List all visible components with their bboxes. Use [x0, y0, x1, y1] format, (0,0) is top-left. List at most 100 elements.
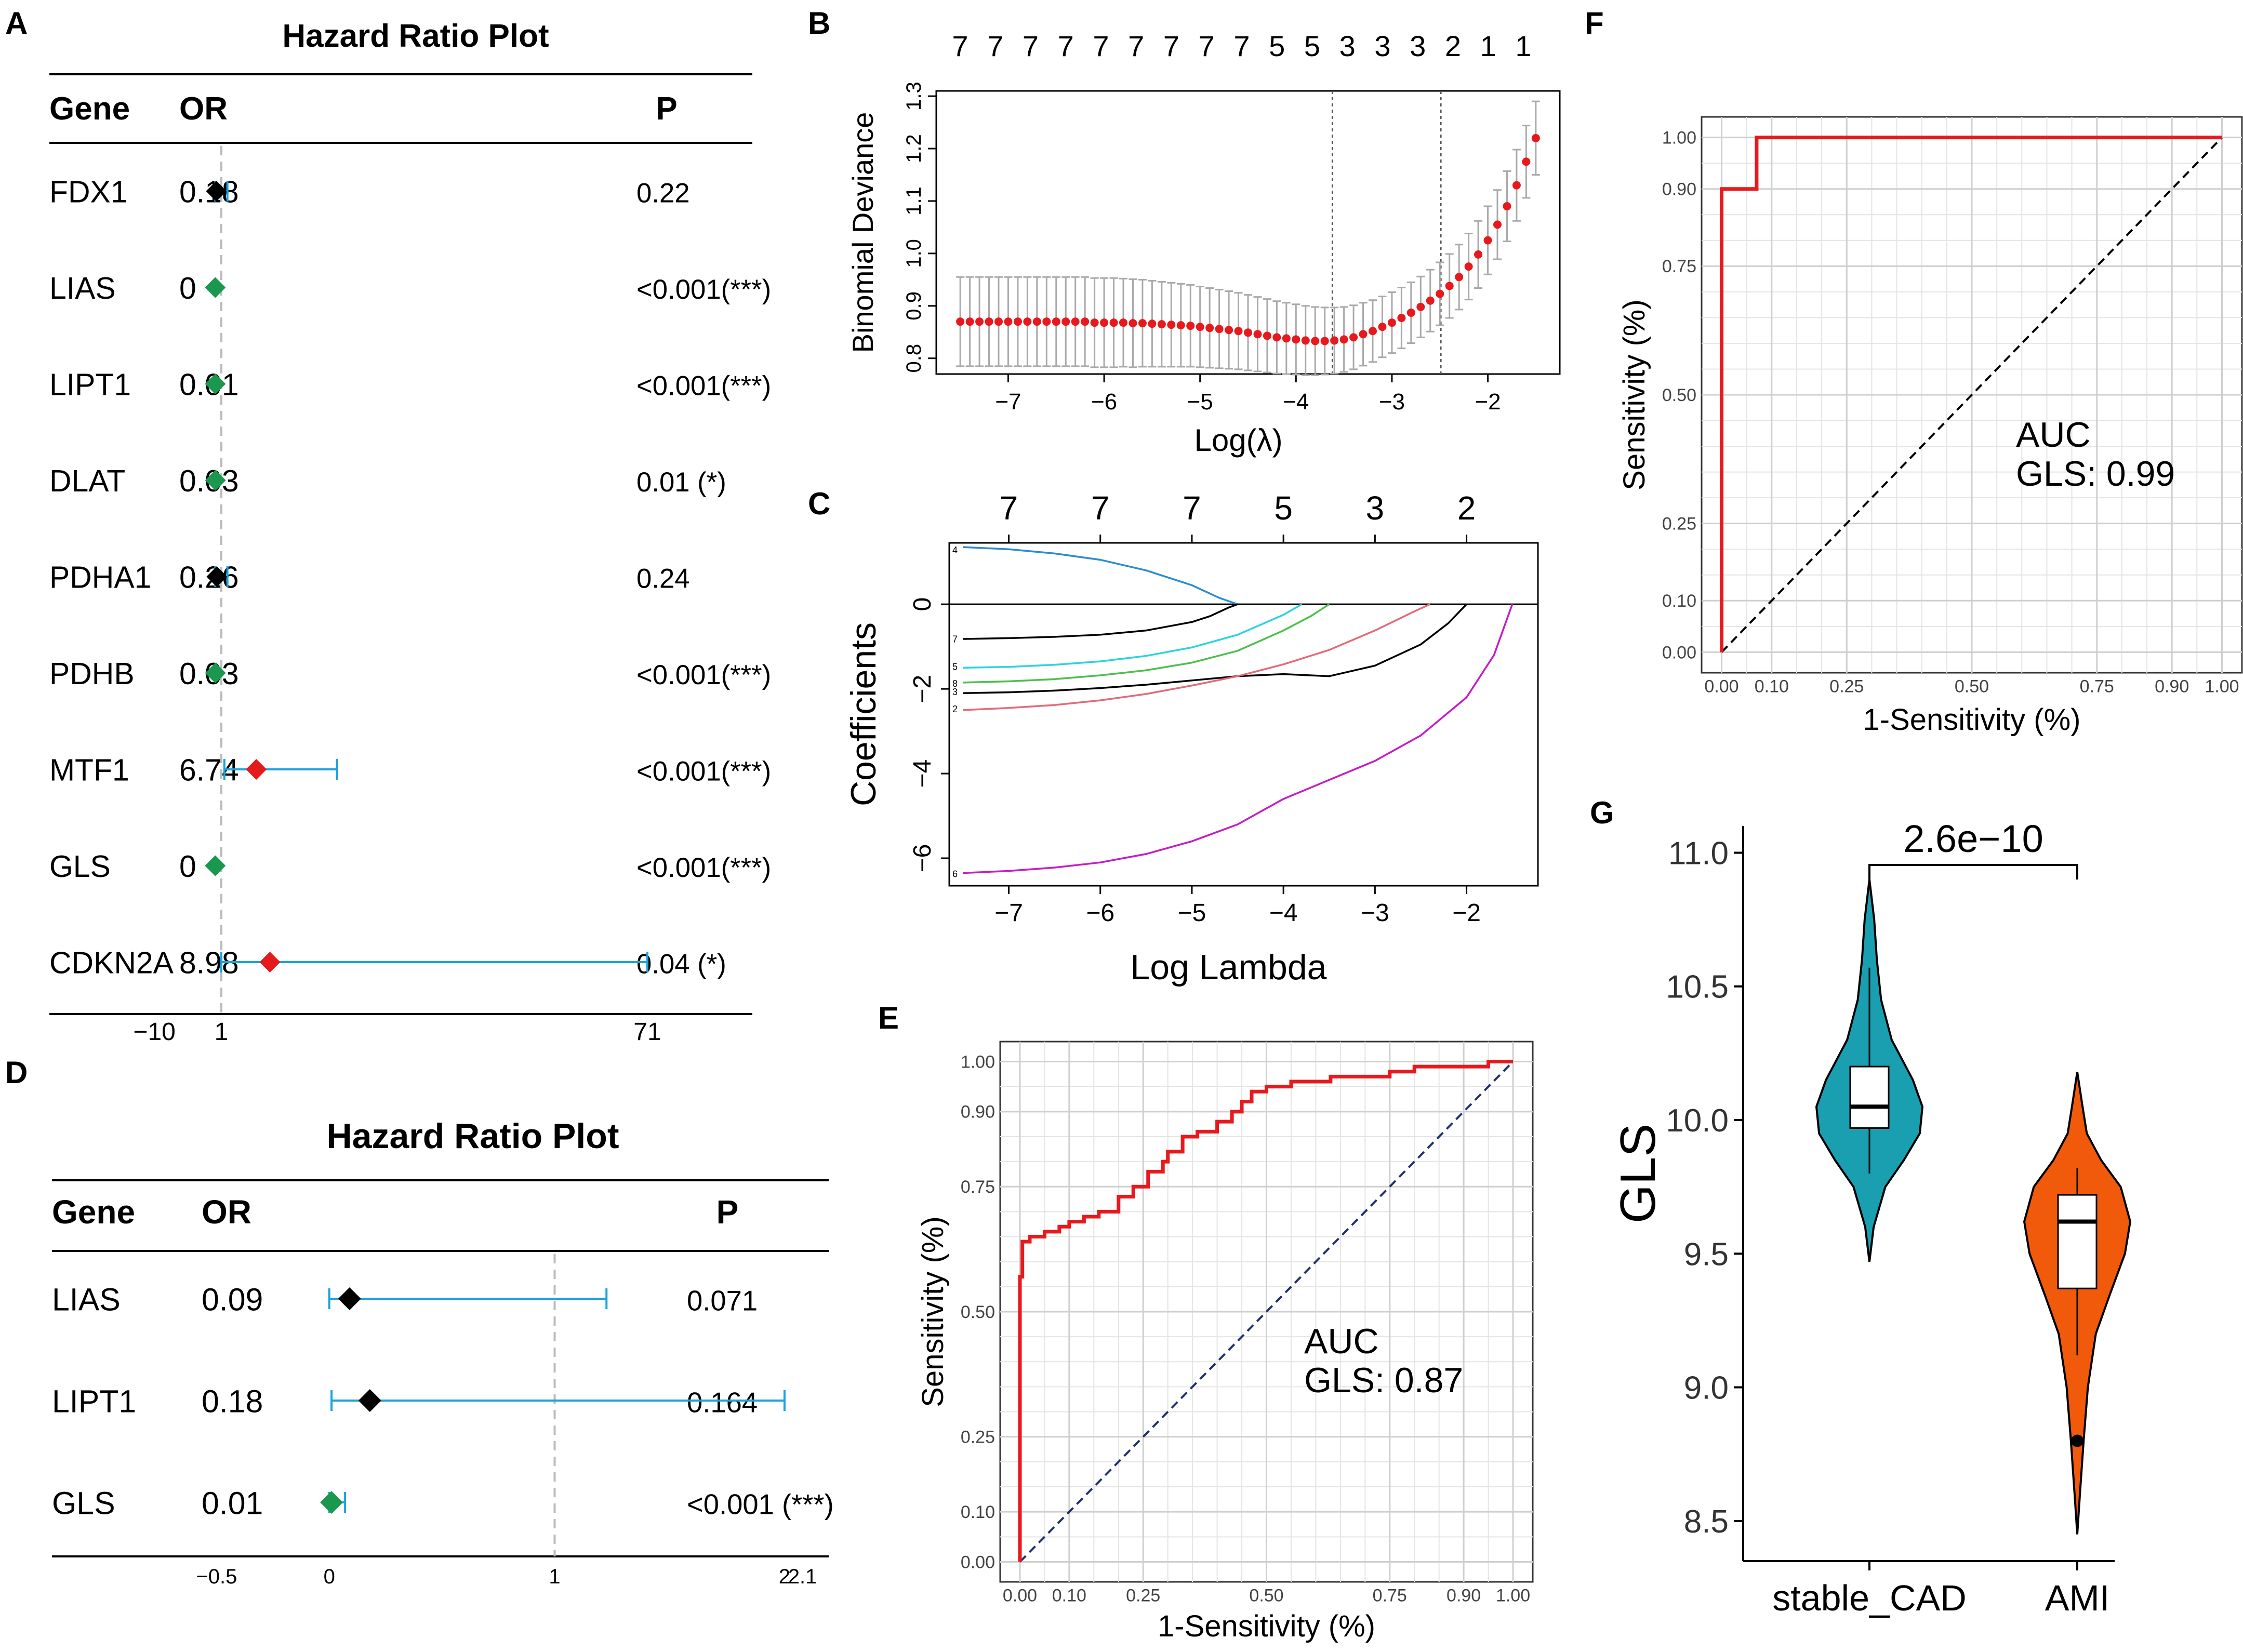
x-tick-label: −2: [1452, 899, 1481, 927]
cv-point: [1176, 321, 1185, 330]
significance-bracket: [1868, 864, 2078, 880]
or-point: [205, 374, 226, 394]
or-point: [205, 277, 226, 298]
y-tick-label: −4: [909, 760, 936, 788]
top-count-label: 2: [1445, 30, 1461, 62]
y-axis-label: Binomial Deviance: [846, 112, 879, 353]
x-tick-label: 0.25: [1829, 676, 1864, 696]
x-tick-label: 1.00: [1496, 1586, 1530, 1605]
cv-point: [1483, 236, 1492, 245]
y-tick-label: 1.3: [902, 82, 925, 111]
column-header-gene: Gene: [49, 91, 130, 127]
or-point: [358, 1389, 381, 1412]
y-axis-label: Sensitivity (%): [916, 1216, 950, 1407]
cv-point: [1109, 318, 1118, 327]
panel-label-C: C: [808, 486, 830, 521]
coef-path-6: [963, 604, 1514, 874]
cv-point: [1215, 325, 1224, 334]
cv-point: [1406, 308, 1415, 317]
y-tick-label: 0.25: [1662, 514, 1696, 534]
y-tick-label: 10.0: [1666, 1103, 1729, 1139]
path-index-label: 2: [952, 704, 958, 714]
path-index-label: 5: [952, 661, 958, 672]
cv-point: [1455, 273, 1464, 282]
y-axis-label: GLS: [1610, 1124, 1666, 1223]
or-point: [320, 1491, 343, 1514]
cv-point: [1023, 317, 1032, 326]
y-tick-label: 8.5: [1684, 1504, 1729, 1540]
plot-frame: [948, 542, 1539, 887]
x-tick-label: 0.25: [1126, 1586, 1160, 1605]
coef-path-5: [963, 603, 1303, 669]
cv-point: [1272, 333, 1281, 342]
auc-value: GLS: 0.87: [1304, 1361, 1463, 1400]
top-count-label: 3: [1339, 30, 1356, 62]
top-count-label: 1: [1480, 30, 1496, 62]
y-tick-label: 0: [909, 597, 936, 611]
cv-point: [1253, 330, 1262, 339]
x-tick-label: 1: [215, 1018, 229, 1046]
row-gene-label: FDX1: [49, 176, 128, 209]
panel-label-G: G: [1590, 795, 1614, 830]
y-tick-label: 1.00: [1662, 128, 1696, 148]
p-value-label: 2.6e−10: [1903, 817, 2043, 860]
cv-point: [1071, 317, 1080, 326]
x-tick-label: −6: [1091, 389, 1117, 415]
column-header-or: OR: [202, 1193, 251, 1231]
cv-point: [1292, 335, 1300, 344]
x-tick-label: 1: [549, 1565, 560, 1588]
cv-point: [1426, 296, 1435, 305]
top-count-label: 7: [1183, 489, 1201, 527]
panel-label-F: F: [1585, 6, 1604, 41]
row-p-label: <0.001(***): [636, 660, 771, 690]
forest-title: Hazard Ratio Plot: [282, 18, 549, 54]
y-tick-label: 9.5: [1684, 1236, 1729, 1272]
x-tick-label: −3: [1361, 899, 1389, 927]
cv-point: [1522, 157, 1531, 166]
x-tick-label: −6: [1086, 899, 1114, 927]
y-tick-label: 1.1: [902, 186, 925, 216]
x-tick-label: −10: [133, 1018, 175, 1046]
top-count-label: 5: [1304, 30, 1320, 62]
cv-point: [994, 317, 1003, 326]
auc-label: AUC: [2016, 415, 2091, 455]
cv-point: [1167, 321, 1176, 329]
x-tick-label: −7: [995, 389, 1021, 415]
y-tick-label: 1.0: [902, 239, 925, 268]
top-count-label: 7: [1163, 30, 1179, 62]
cv-point: [1369, 327, 1377, 336]
top-count-label: 3: [1366, 489, 1385, 527]
cv-point: [1244, 328, 1252, 337]
x-tick-label: −4: [1283, 389, 1309, 415]
cv-point: [1138, 319, 1147, 328]
panel-a-forest-plot: Hazard Ratio PlotGeneORPFDX10.180.22LIAS…: [49, 18, 771, 1046]
x-axis-label: Log Lambda: [1130, 948, 1326, 987]
path-index-label: 6: [952, 869, 958, 880]
top-count-label: 7: [1000, 489, 1018, 527]
y-tick-label: 9.0: [1684, 1370, 1729, 1406]
cv-point: [1090, 318, 1099, 327]
path-index-label: 8: [952, 678, 958, 689]
diagonal-reference: [1019, 1061, 1514, 1563]
cv-point: [1359, 330, 1368, 339]
row-gene-label: PDHB: [49, 657, 135, 691]
x-tick-label: −0.5: [196, 1565, 237, 1588]
row-p-label: <0.001(***): [636, 371, 771, 402]
x-tick-label: 0.50: [1955, 676, 1989, 696]
y-tick-label: 0.90: [961, 1102, 995, 1122]
cv-point: [1052, 317, 1060, 326]
or-point: [206, 566, 228, 587]
panel-b-cv-deviance-plot: −7 −6 −5 −4 −3 −2 0.8 0.9 1.0 1.1 1.2 1.3 Log(λ) Bino…: [846, 30, 1561, 458]
y-tick-label: 0.75: [1662, 257, 1696, 276]
cv-point: [1311, 337, 1320, 345]
top-count-label: 3: [1374, 30, 1390, 62]
auc-value: GLS: 0.99: [2016, 454, 2175, 494]
row-gene-label: MTF1: [49, 754, 129, 788]
cv-point: [1225, 326, 1233, 335]
row-or-label: 0.18: [202, 1383, 263, 1419]
top-count-label: 7: [1091, 489, 1110, 527]
x-tick-label: 0.00: [1003, 1586, 1037, 1605]
x-tick-label: 0.75: [1373, 1586, 1407, 1605]
cv-point: [1531, 134, 1540, 142]
y-tick-label: 11.0: [1668, 835, 1729, 871]
